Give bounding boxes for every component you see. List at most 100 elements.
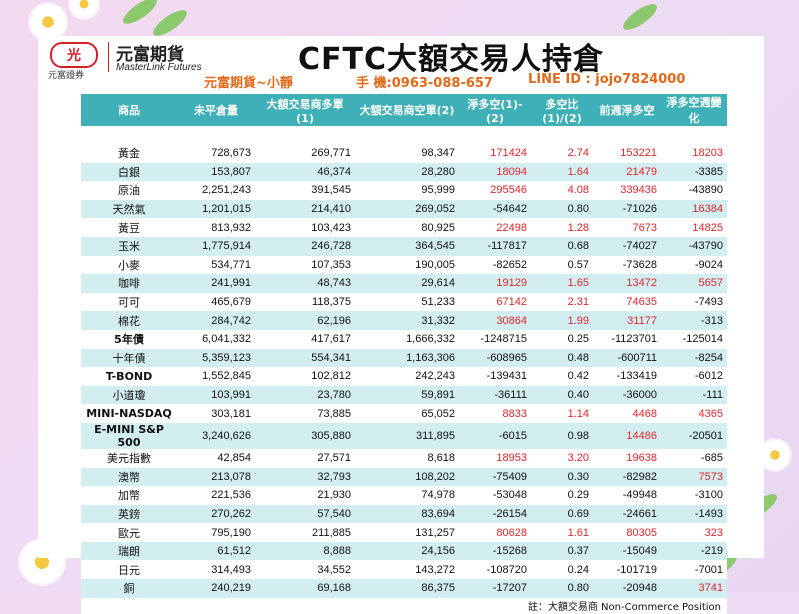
cell-long: 214,410: [255, 199, 355, 219]
cell-short: 28,280: [355, 162, 459, 182]
commodity-name: 小道瓊: [81, 385, 177, 405]
cell-short: 1,666,332: [355, 329, 459, 349]
cell-oi: 241,991: [177, 274, 255, 293]
daisy-flower-icon: [30, 4, 66, 40]
cell-oi: 3,240,626: [177, 422, 255, 449]
cell-net: -117817: [459, 236, 531, 256]
table-row: 5年債 6,041,332 417,617 1,666,332 -1248715 0.25…: [81, 329, 727, 349]
brand-sub-label: 元富證券: [48, 70, 85, 80]
cell-net: -82652: [459, 255, 531, 275]
commodity-name: 可可: [81, 292, 177, 312]
cell-ratio: 0.30: [531, 467, 593, 487]
cell-oi: 1,201,015: [177, 199, 255, 219]
cell-ratio: 3.20: [531, 448, 593, 468]
cell-prev: -74027: [593, 236, 661, 256]
cell-ratio: 0.29: [531, 486, 593, 505]
report-card: 光 元富證券 元富期貨 MasterLink Futures CFTC大額交易人…: [38, 36, 764, 614]
cell-ratio: 1.28: [531, 218, 593, 237]
table-row: 黃金 728,673 269,771 98,347 171424 2.74 153221 18…: [81, 144, 727, 163]
cell-long: 27,571: [255, 448, 355, 468]
cell-prev: -15049: [593, 541, 661, 561]
table-row: 玉米 1,775,914 246,728 364,545 -117817 0.68 -740…: [81, 236, 727, 256]
table-row: 棉花 284,742 62,196 31,332 30864 1.99 31177 -313: [81, 311, 727, 330]
cell-net: 19129: [459, 274, 531, 293]
cell-chg: -43790: [661, 236, 727, 256]
cell-chg: 4365: [661, 404, 727, 423]
cell-net: -108720: [459, 560, 531, 580]
commodity-name: 歐元: [81, 523, 177, 542]
cell-short: 86,375: [355, 579, 459, 598]
cell-net: 18953: [459, 448, 531, 468]
commodity-name: 玉米: [81, 236, 177, 256]
cell-ratio: 1.64: [531, 162, 593, 182]
cell-net: 8833: [459, 404, 531, 423]
table-row: 天然氣 1,201,015 214,410 269,052 -54642 0.80 -710…: [81, 199, 727, 219]
column-header: 多空比(1)/(2): [531, 94, 593, 126]
cell-net: -36111: [459, 385, 531, 405]
cell-oi: 2,251,243: [177, 181, 255, 200]
commodity-name: 白銀: [81, 162, 177, 182]
cell-prev: -600711: [593, 348, 661, 368]
cell-oi: 240,219: [177, 579, 255, 598]
leaf-icon: [119, 0, 161, 29]
commodity-name: 美元指數: [81, 448, 177, 468]
cell-ratio: 0.40: [531, 385, 593, 405]
cell-prev: 14486: [593, 422, 661, 449]
cell-oi: 270,262: [177, 504, 255, 524]
cell-chg: 3741: [661, 579, 727, 598]
cell-net: 171424: [459, 144, 531, 163]
cell-long: 46,374: [255, 162, 355, 182]
cell-short: 108,202: [355, 467, 459, 487]
table-caption: 美國CFTC每週交易員倉位報告(期貨選擇權合併) As of 231031: [81, 126, 727, 144]
cell-ratio: 0.37: [531, 541, 593, 561]
cell-long: 48,743: [255, 274, 355, 293]
cell-chg: 18203: [661, 144, 727, 163]
commodity-name: 棉花: [81, 311, 177, 330]
cell-chg: -6012: [661, 367, 727, 386]
cell-short: 74,978: [355, 486, 459, 505]
cell-long: 102,812: [255, 367, 355, 386]
cell-prev: 80305: [593, 523, 661, 542]
cell-ratio: 0.80: [531, 579, 593, 598]
cell-ratio: 0.24: [531, 560, 593, 580]
cell-short: 311,895: [355, 422, 459, 449]
table-row: 小道瓊 103,991 23,780 59,891 -36111 0.40 -36000 -1…: [81, 385, 727, 405]
cell-short: 190,005: [355, 255, 459, 275]
contact-name: 元富期貨~小靜: [204, 76, 293, 91]
cell-long: 103,423: [255, 218, 355, 237]
cell-ratio: 0.48: [531, 348, 593, 368]
table-row: 美元指數 42,854 27,571 8,618 18953 3.20 19638 -685: [81, 448, 727, 468]
cell-net: -1248715: [459, 329, 531, 349]
table-row: 咖啡 241,991 48,743 29,614 19129 1.65 13472 5657: [81, 274, 727, 293]
cell-ratio: 1.65: [531, 274, 593, 293]
cell-chg: 323: [661, 523, 727, 542]
cell-net: 80628: [459, 523, 531, 542]
table-footnote: 註：大額交易商 Non-Commerce Position: [81, 597, 727, 614]
commodity-name: 英鎊: [81, 504, 177, 524]
cell-oi: 303,181: [177, 404, 255, 423]
cell-prev: -101719: [593, 560, 661, 580]
cell-chg: -7493: [661, 292, 727, 312]
commodity-name: E-MINI S&P 500: [81, 422, 177, 449]
commodity-name: 咖啡: [81, 274, 177, 293]
cell-oi: 465,679: [177, 292, 255, 312]
cell-prev: 13472: [593, 274, 661, 293]
cell-chg: 5657: [661, 274, 727, 293]
cell-long: 107,353: [255, 255, 355, 275]
cell-short: 80,925: [355, 218, 459, 237]
cell-net: 295546: [459, 181, 531, 200]
table-row: 歐元 795,190 211,885 131,257 80628 1.61 80305 323: [81, 523, 727, 542]
cell-short: 31,332: [355, 311, 459, 330]
cell-prev: -71026: [593, 199, 661, 219]
cell-oi: 213,078: [177, 467, 255, 487]
cell-long: 417,617: [255, 329, 355, 349]
cell-chg: -111: [661, 385, 727, 405]
cell-short: 95,999: [355, 181, 459, 200]
commodity-name: 瑞朗: [81, 541, 177, 561]
cell-short: 269,052: [355, 199, 459, 219]
cell-net: -53048: [459, 486, 531, 505]
commodity-name: 5年債: [81, 329, 177, 349]
cell-ratio: 4.08: [531, 181, 593, 200]
table-row: T-BOND 1,552,845 102,812 242,243 -139431 0.42…: [81, 367, 727, 386]
cell-oi: 6,041,332: [177, 329, 255, 349]
